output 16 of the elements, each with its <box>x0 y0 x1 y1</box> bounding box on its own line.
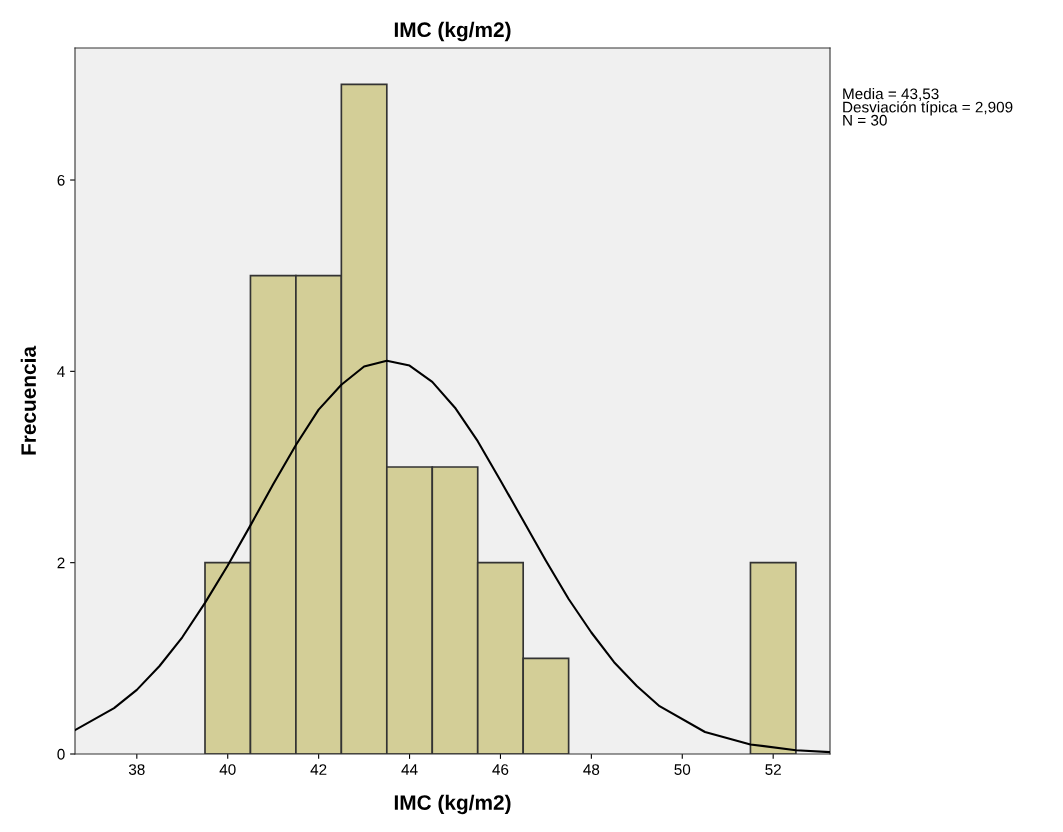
y-axis-title: Frecuencia <box>20 345 36 455</box>
x-tick-label: 50 <box>674 764 691 775</box>
text: Media = 43,53 Desviación típica = 2,909 N = 30 <box>843 88 1013 126</box>
x-axis-title: IMC (kg/m2) <box>394 794 511 815</box>
x-tick-label: 40 <box>219 764 236 775</box>
x-tick-label: 42 <box>310 764 327 775</box>
x-tick-label: 52 <box>765 764 781 775</box>
y-tick-label: 4 <box>57 366 65 377</box>
y-tick-label: 6 <box>57 174 65 186</box>
chart-title: IMC (kg/m2) <box>394 21 511 42</box>
x-tick-label: 46 <box>492 764 509 775</box>
y-tick-label: 2 <box>57 557 65 569</box>
x-tick-label: 48 <box>583 764 600 775</box>
y-tick-label: 0 <box>57 748 65 760</box>
x-tick-label: 38 <box>128 764 145 775</box>
x-tick-label: 44 <box>401 764 418 775</box>
